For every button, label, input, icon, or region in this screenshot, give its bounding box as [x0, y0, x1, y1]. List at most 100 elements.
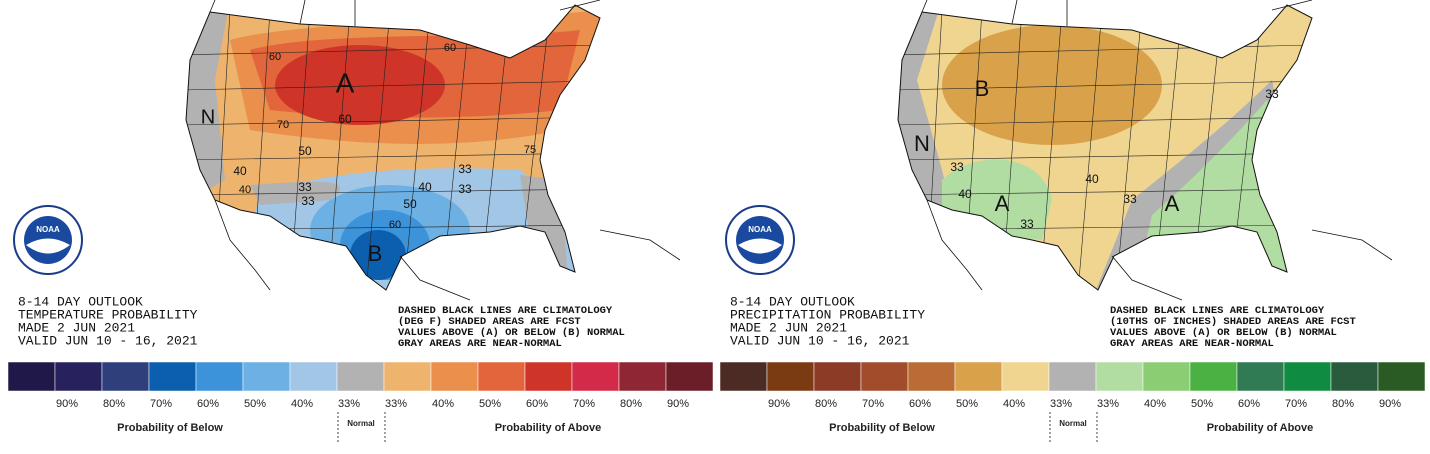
state-border [366, 9, 391, 281]
map-label: 33 [458, 182, 472, 196]
legend-caption: Probability of Below [117, 422, 223, 434]
legend-swatch [1095, 361, 1144, 392]
legend-swatch [195, 361, 244, 392]
legend-label: 40% [432, 398, 454, 410]
mexico-coast [926, 199, 1393, 301]
map-label: A [995, 191, 1010, 216]
note-line: DASHED BLACK LINES ARE CLIMATOLOGY [1110, 305, 1325, 317]
us-outline [185, 4, 601, 291]
legend-label: 40% [291, 398, 313, 410]
legend-swatch [571, 361, 620, 392]
map-label: A [336, 67, 355, 98]
legend-label: 90% [1379, 398, 1401, 410]
legend-label: 60% [197, 398, 219, 410]
map-label: 40 [418, 180, 432, 194]
forecast-area [942, 25, 1162, 145]
map-label: 33 [950, 160, 964, 174]
state-border [898, 188, 1312, 196]
legend-label: 60% [909, 398, 931, 410]
logo-text: NOAA [36, 225, 60, 234]
state-border [186, 188, 600, 196]
map-label: 50 [403, 197, 417, 211]
forecast-area [898, 5, 952, 210]
legend-label: 70% [150, 398, 172, 410]
state-border [898, 80, 1312, 91]
note-line: VALUES ABOVE (A) OR BELOW (B) NORMAL [398, 327, 625, 339]
map-label: 33 [458, 162, 472, 176]
map-label: 50 [298, 144, 312, 158]
map-label: 33 [1020, 217, 1034, 231]
legend-label: 70% [1285, 398, 1307, 410]
us-outline [897, 4, 1313, 291]
legend-label: 33% [1050, 398, 1072, 410]
legend-caption: Probability of Above [1207, 422, 1314, 434]
map [898, 5, 1312, 290]
map-label: N [914, 131, 930, 156]
title-line: TEMPERATURE PROBABILITY [18, 307, 198, 322]
legend-label: 80% [1332, 398, 1354, 410]
state-border [1078, 9, 1103, 281]
map-label: 40 [233, 164, 247, 178]
legend-swatch [289, 361, 338, 392]
legend-label: 60% [1238, 398, 1260, 410]
map-label: 60 [389, 219, 401, 231]
legend-swatch [1142, 361, 1191, 392]
map-label: 33 [298, 180, 312, 194]
legend-label: 33% [338, 398, 360, 410]
canada-border [209, 0, 601, 26]
map-label: 70 [277, 119, 289, 131]
title-line: MADE 2 JUN 2021 [18, 320, 135, 335]
legend-swatch [383, 361, 432, 392]
outlook-panel: B N A A 33 40 33 33 40 33 NOAA 8-14 DAY OUTLOOKPREC… [719, 0, 1426, 442]
map-label: 75 [524, 144, 536, 156]
legend-label: 90% [768, 398, 790, 410]
note-line: DASHED BLACK LINES ARE CLIMATOLOGY [398, 305, 613, 317]
map-label: 33 [301, 194, 315, 208]
legend-label: 70% [573, 398, 595, 410]
legend-swatch [954, 361, 1003, 392]
state-border [328, 9, 351, 281]
map-label: N [201, 106, 215, 128]
logo-text: NOAA [748, 225, 772, 234]
note-line: GRAY AREAS ARE NEAR-NORMAL [398, 338, 562, 350]
map-label: B [975, 76, 990, 101]
logo-bird [738, 238, 782, 254]
legend-swatch [719, 361, 768, 392]
legend-label: 40% [1003, 398, 1025, 410]
state-border [186, 116, 600, 126]
legend-caption: Normal [1059, 419, 1087, 428]
legend-label: 60% [526, 398, 548, 410]
legend-caption: Probability of Above [495, 422, 602, 434]
state-border [898, 116, 1312, 126]
map-label: 40 [958, 187, 972, 201]
legend-label: 70% [862, 398, 884, 410]
legend-swatch [430, 361, 479, 392]
map-label: 60 [338, 112, 352, 126]
title-line: 8-14 DAY OUTLOOK [730, 294, 855, 309]
legend-label: 80% [103, 398, 125, 410]
title-line: VALID JUN 10 - 16, 2021 [18, 333, 198, 348]
legend-swatch [477, 361, 526, 392]
state-border [1040, 9, 1063, 281]
map-label: A [1165, 191, 1180, 216]
legend-swatch [1330, 361, 1379, 392]
forecast-area [186, 5, 230, 200]
legend-swatch [907, 361, 956, 392]
map-label: 33 [1123, 192, 1137, 206]
note-line: VALUES ABOVE (A) OR BELOW (B) NORMAL [1110, 327, 1337, 339]
legend-swatch [7, 361, 56, 392]
legend-label: 80% [815, 398, 837, 410]
legend-swatch [860, 361, 909, 392]
logo-bird [26, 238, 70, 254]
forecast-area [520, 175, 570, 290]
map-label: 60 [444, 42, 456, 54]
map-label: 40 [1085, 172, 1099, 186]
legend-swatch [766, 361, 815, 392]
forecast-area [275, 45, 445, 125]
legend-label: 50% [956, 398, 978, 410]
state-border [186, 80, 600, 91]
legend-swatch [1377, 361, 1426, 392]
legend-label: 90% [667, 398, 689, 410]
state-border [1116, 9, 1143, 281]
